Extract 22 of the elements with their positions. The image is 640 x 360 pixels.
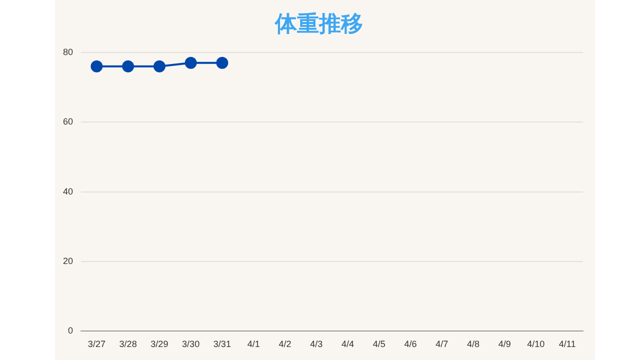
x-tick-label: 3/28 xyxy=(119,339,137,350)
x-tick-label: 3/27 xyxy=(88,339,106,350)
x-tick-label: 4/10 xyxy=(527,339,545,350)
x-tick-label: 4/3 xyxy=(310,339,323,350)
y-tick-label: 60 xyxy=(62,116,74,127)
y-tick-label: 20 xyxy=(62,256,74,266)
y-tick-label: 0 xyxy=(68,326,74,336)
x-tick-label: 3/29 xyxy=(150,339,168,350)
y-tick-label: 40 xyxy=(62,186,74,196)
x-tick-label: 4/2 xyxy=(278,339,292,350)
x-tick-label: 3/30 xyxy=(182,339,200,350)
x-tick-label: 4/8 xyxy=(466,339,480,350)
x-tick-label: 4/7 xyxy=(436,339,448,350)
x-tick-label: 4/1 xyxy=(247,339,260,350)
x-tick-label: 4/6 xyxy=(404,339,417,350)
x-tick-label: 4/9 xyxy=(498,339,511,350)
chart-title: 体重推移 xyxy=(274,12,363,37)
x-tick-label: 3/31 xyxy=(213,339,231,350)
y-tick-label: 80 xyxy=(62,46,74,57)
x-tick-label: 4/4 xyxy=(341,339,354,350)
x-tick-label: 4/5 xyxy=(372,339,386,350)
x-tick-label: 4/11 xyxy=(558,339,576,350)
